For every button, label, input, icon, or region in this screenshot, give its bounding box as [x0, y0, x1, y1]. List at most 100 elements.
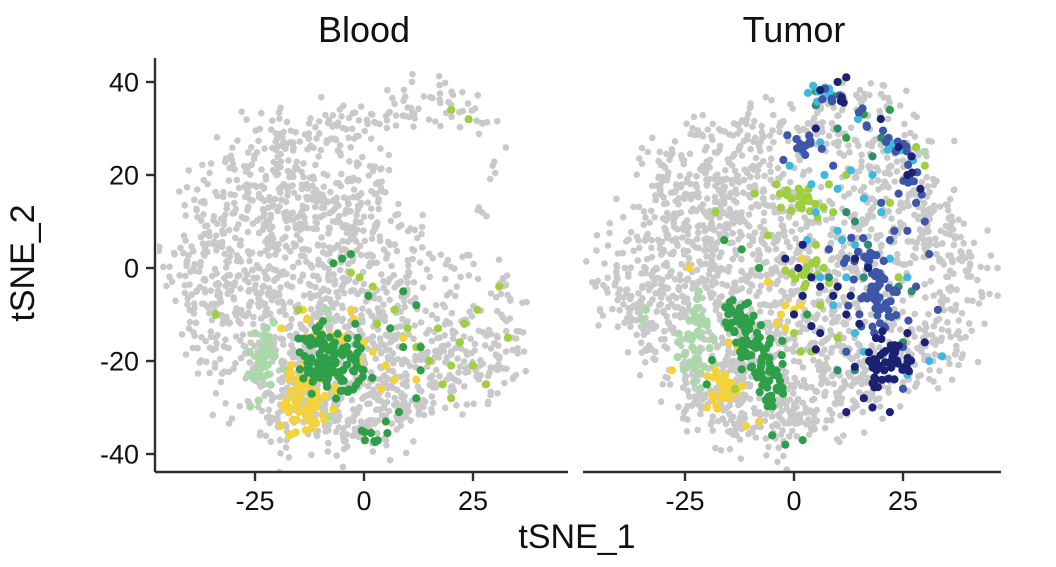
data-point	[462, 369, 469, 376]
data-point	[495, 256, 503, 264]
data-point	[858, 151, 865, 159]
data-point	[270, 277, 278, 285]
data-point	[202, 288, 209, 296]
data-point	[798, 240, 807, 249]
data-point	[275, 185, 283, 193]
data-point	[220, 221, 228, 228]
data-point	[705, 236, 712, 243]
data-point	[710, 290, 717, 298]
data-point	[263, 351, 272, 360]
data-point	[660, 309, 667, 317]
data-point	[423, 363, 431, 371]
data-point	[234, 137, 241, 144]
data-point	[850, 404, 858, 412]
data-point	[271, 333, 279, 341]
data-point	[495, 355, 503, 363]
data-point	[925, 137, 932, 145]
data-point	[232, 333, 240, 340]
data-point	[403, 382, 411, 390]
data-point	[702, 391, 709, 398]
data-point	[243, 271, 251, 278]
data-point	[920, 147, 929, 156]
data-point	[349, 125, 356, 133]
data-point	[346, 416, 353, 423]
data-point	[694, 287, 704, 296]
data-point	[661, 327, 668, 335]
data-point	[325, 288, 332, 295]
data-point	[683, 428, 691, 435]
data-point	[343, 126, 350, 133]
data-point	[280, 301, 288, 309]
data-point	[390, 271, 398, 279]
data-point	[791, 335, 798, 343]
data-point	[182, 351, 190, 358]
data-point	[333, 329, 342, 338]
data-point	[675, 304, 682, 311]
data-point	[955, 255, 963, 263]
data-point	[824, 180, 834, 189]
data-point	[850, 240, 860, 249]
x-tick-label: 25	[458, 486, 488, 516]
data-point	[668, 151, 675, 158]
data-point	[725, 156, 732, 164]
data-point	[182, 212, 189, 219]
data-point	[842, 254, 851, 263]
data-point	[315, 118, 323, 125]
data-point	[397, 278, 405, 285]
data-point	[856, 86, 864, 94]
data-point	[436, 90, 444, 97]
data-point	[222, 336, 229, 343]
data-point	[663, 150, 670, 158]
data-point	[783, 466, 791, 471]
data-point	[782, 375, 790, 382]
data-point	[183, 259, 190, 266]
data-point	[885, 208, 892, 215]
data-point	[601, 260, 608, 267]
data-point	[930, 378, 937, 385]
data-point	[334, 241, 342, 249]
data-point	[403, 358, 411, 366]
data-point	[851, 211, 859, 218]
data-point	[377, 384, 386, 393]
data-point	[392, 335, 399, 343]
data-point	[755, 263, 764, 273]
data-point	[303, 258, 310, 265]
data-point	[606, 229, 613, 237]
data-point	[676, 271, 684, 278]
data-point	[862, 366, 869, 374]
data-point	[331, 359, 340, 368]
data-point	[429, 254, 437, 262]
data-point	[837, 236, 847, 245]
data-point	[847, 233, 856, 242]
data-point	[867, 311, 875, 318]
data-point	[886, 170, 894, 178]
data-point	[903, 358, 912, 367]
data-point	[765, 376, 774, 385]
data-point	[871, 304, 880, 313]
data-point	[383, 255, 390, 262]
data-point	[322, 357, 331, 366]
data-point	[756, 321, 766, 330]
data-point	[394, 355, 402, 363]
data-point	[386, 108, 393, 116]
data-point	[709, 120, 717, 128]
data-point	[934, 385, 942, 392]
data-point	[772, 180, 781, 189]
data-point	[732, 209, 740, 217]
data-point	[391, 284, 398, 291]
data-point	[859, 234, 868, 243]
data-point	[186, 318, 194, 326]
data-point	[702, 241, 710, 248]
data-point	[877, 198, 886, 207]
data-point	[386, 346, 393, 354]
data-point	[320, 170, 328, 178]
data-point	[716, 214, 723, 221]
data-point	[357, 199, 365, 207]
data-point	[905, 192, 912, 200]
data-point	[429, 372, 436, 380]
data-point	[168, 278, 176, 286]
data-point	[685, 300, 692, 308]
data-point	[351, 425, 359, 433]
data-point	[244, 206, 251, 214]
data-point	[311, 419, 321, 428]
